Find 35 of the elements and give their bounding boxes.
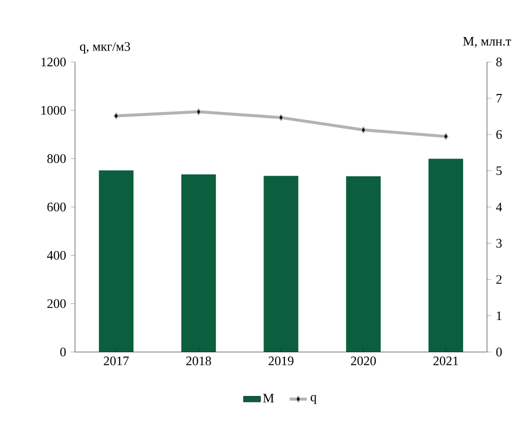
y2-tick-label: 1 bbox=[496, 311, 502, 320]
bar bbox=[346, 176, 381, 352]
point bbox=[360, 126, 366, 134]
bar bbox=[428, 158, 464, 352]
y-tick-label: 600 bbox=[47, 202, 66, 212]
point bbox=[196, 108, 202, 116]
x-tick-label: 2019 bbox=[268, 356, 294, 366]
y2-tick-label: 8 bbox=[496, 58, 502, 66]
y2-tick-label: 0 bbox=[496, 348, 502, 356]
y-tick-label: 1200 bbox=[41, 58, 66, 66]
y-tick-label: 200 bbox=[47, 299, 66, 308]
x-tick-label: 2020 bbox=[351, 356, 376, 366]
x-tick-label: 2017 bbox=[104, 356, 129, 366]
y2-tick-label: 4 bbox=[496, 202, 502, 212]
y2-tick-label: 7 bbox=[496, 94, 502, 102]
point bbox=[443, 132, 449, 140]
y2-tick-label: 2 bbox=[496, 275, 502, 284]
legend-label: q bbox=[310, 395, 316, 404]
point bbox=[113, 112, 119, 120]
y2-tick-label: 3 bbox=[496, 238, 502, 248]
y2-tick-label: 6 bbox=[496, 130, 502, 139]
legend-label: M bbox=[263, 394, 274, 402]
x-tick-label: 2021 bbox=[433, 356, 458, 366]
bar bbox=[264, 176, 298, 352]
y2-tick-label: 5 bbox=[496, 166, 502, 176]
y2-axis-title: M, млн.т bbox=[463, 37, 512, 48]
y-tick-label: 400 bbox=[47, 250, 66, 260]
bar bbox=[98, 170, 134, 352]
y-axis-title: q, мкг/м3 bbox=[80, 42, 130, 54]
y-tick-label: 800 bbox=[47, 154, 66, 164]
y-tick-label: 0 bbox=[60, 348, 66, 356]
y-tick-label: 1000 bbox=[41, 106, 66, 115]
bar bbox=[181, 174, 216, 352]
point bbox=[278, 114, 284, 122]
x-tick-label: 2018 bbox=[186, 356, 212, 366]
